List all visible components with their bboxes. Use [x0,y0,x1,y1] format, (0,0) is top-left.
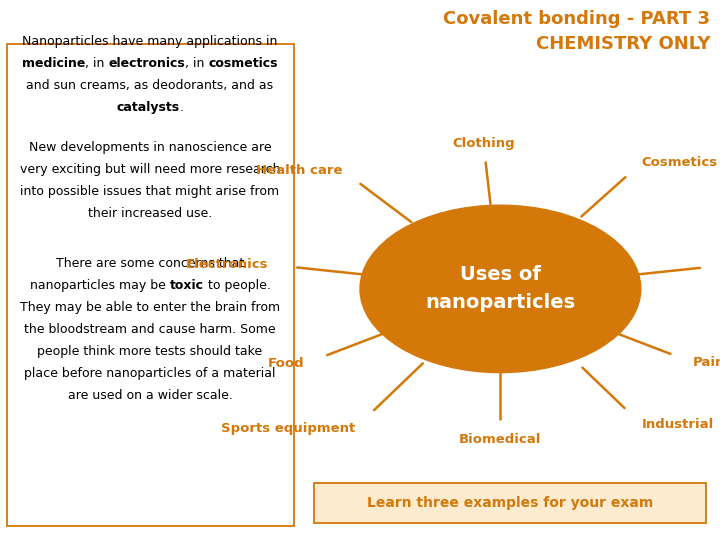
Text: into possible issues that might arise from: into possible issues that might arise fr… [20,185,279,198]
Text: Covalent bonding - PART 3: Covalent bonding - PART 3 [443,10,710,28]
Text: Cosmetics: Cosmetics [642,156,718,169]
Text: and sun creams, as deodorants, and as: and sun creams, as deodorants, and as [27,79,274,92]
Text: very exciting but will need more research: very exciting but will need more researc… [19,163,280,176]
Text: to people.: to people. [204,279,271,292]
Text: Industrial: Industrial [642,418,714,431]
Text: Uses of: Uses of [460,265,541,285]
Text: Electronics: Electronics [186,258,269,271]
Text: Food: Food [268,357,305,370]
Text: nanoparticles: nanoparticles [426,293,575,313]
FancyBboxPatch shape [314,483,706,523]
Text: Sports equipment: Sports equipment [221,422,355,435]
Text: They may be able to enter the brain from: They may be able to enter the brain from [20,301,280,314]
Ellipse shape [360,205,641,373]
Text: Learn three examples for your exam: Learn three examples for your exam [367,496,653,510]
Text: .: . [179,101,184,114]
Text: their increased use.: their increased use. [88,207,212,220]
Text: Biomedical: Biomedical [459,433,541,446]
Text: place before nanoparticles of a material: place before nanoparticles of a material [24,367,276,380]
Text: medicine: medicine [22,57,85,70]
Text: Paints: Paints [693,356,720,369]
Text: , in: , in [85,57,109,70]
Text: , in: , in [185,57,209,70]
Text: Nanoparticles have many applications in: Nanoparticles have many applications in [22,35,278,48]
Text: catalysts: catalysts [117,101,179,114]
Text: people think more tests should take: people think more tests should take [37,345,263,358]
Text: nanoparticles may be: nanoparticles may be [30,279,169,292]
Text: Clothing: Clothing [452,137,515,150]
Text: CHEMISTRY ONLY: CHEMISTRY ONLY [536,35,710,53]
Text: electronics: electronics [109,57,185,70]
Text: There are some concerns that: There are some concerns that [56,257,244,270]
Text: are used on a wider scale.: are used on a wider scale. [68,389,233,402]
Text: the bloodstream and cause harm. Some: the bloodstream and cause harm. Some [24,323,276,336]
FancyBboxPatch shape [7,44,294,526]
Text: Health care: Health care [256,164,343,177]
Text: cosmetics: cosmetics [209,57,278,70]
Text: New developments in nanoscience are: New developments in nanoscience are [29,141,271,154]
Text: toxic: toxic [169,279,204,292]
